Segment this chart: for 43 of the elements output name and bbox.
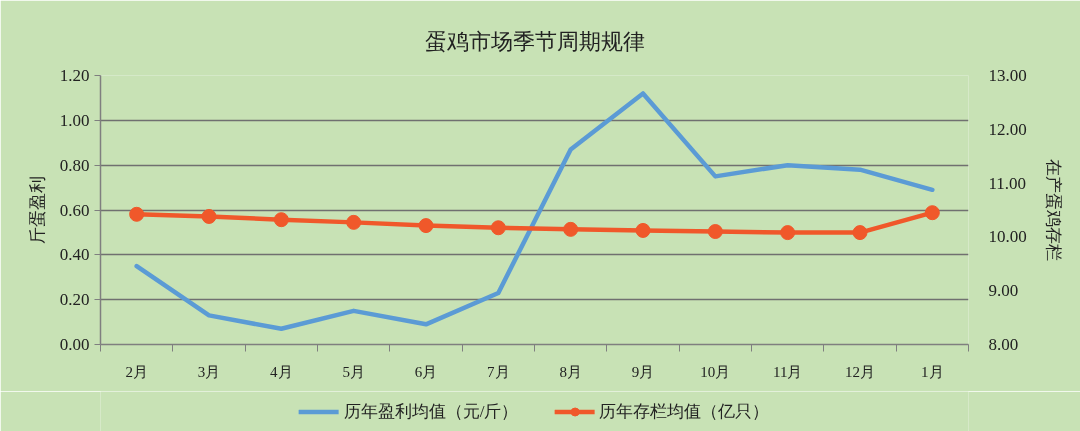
y2-axis-title: 在产蛋鸡存栏 <box>1043 159 1063 261</box>
x-tick-label: 5月 <box>342 363 365 380</box>
line-series <box>134 91 935 332</box>
y2-tick-label: 9.00 <box>988 281 1019 301</box>
y-tick-label: 0.00 <box>59 335 90 354</box>
point <box>563 221 579 237</box>
point <box>346 214 362 230</box>
x-tick-label: 8月 <box>559 363 582 380</box>
point <box>780 225 796 241</box>
point <box>635 222 651 238</box>
x-tick-label: 10月 <box>700 363 731 380</box>
point <box>707 224 723 240</box>
x-tick-label: 6月 <box>414 363 438 380</box>
x-tick-label: 4月 <box>270 363 293 380</box>
y2-tick-label: 10.00 <box>988 227 1027 247</box>
y2-tick-label: 12.00 <box>988 119 1027 139</box>
x-tick-label: 11月 <box>772 363 803 380</box>
legend-label: 历年盈利均值（元/斤） <box>343 400 519 423</box>
x-tick-label: 1月 <box>921 363 944 380</box>
y2-tick-label: 8.00 <box>988 335 1019 354</box>
point <box>852 225 868 241</box>
x-tick-label: 7月 <box>487 363 510 380</box>
y-tick-label: 1.20 <box>59 66 90 85</box>
legend-label: 历年存栏均值（亿只） <box>599 400 770 423</box>
y-tick-label: 0.80 <box>59 155 90 175</box>
x-tick-label: 9月 <box>631 363 655 380</box>
point <box>129 206 145 222</box>
y-tick-label: 1.00 <box>59 110 90 130</box>
point <box>273 212 289 228</box>
y2-tick-label: 11.00 <box>988 173 1027 193</box>
point <box>418 218 434 234</box>
chart-title: 蛋鸡市场季节周期规律 <box>424 28 645 54</box>
point <box>201 208 217 224</box>
y-axis-title: 斤蛋盈利 <box>27 176 47 244</box>
y-tick-label: 0.40 <box>59 245 90 265</box>
x-tick-label: 2月 <box>125 363 148 380</box>
point <box>924 205 940 221</box>
x-tick-label: 3月 <box>197 363 221 380</box>
y-tick-label: 0.20 <box>59 290 90 310</box>
y-tick-label: 0.60 <box>59 200 90 220</box>
point <box>490 220 506 236</box>
x-tick-label: 12月 <box>845 363 875 380</box>
y2-tick-label: 13.00 <box>988 66 1027 85</box>
